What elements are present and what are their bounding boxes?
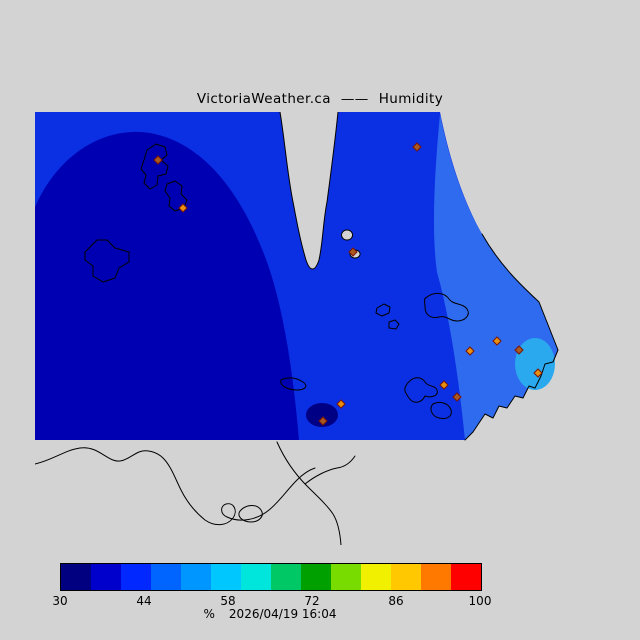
- tick-label: 86: [388, 594, 404, 608]
- coastline-harbour-se-1: [404, 377, 438, 403]
- station-marker-diamond: [452, 392, 462, 402]
- tick-label: 72: [304, 594, 320, 608]
- coastline-spit: [304, 455, 356, 485]
- tick-label: 44: [136, 594, 152, 608]
- site-name: VictoriaWeather.ca: [196, 91, 331, 107]
- colorbar-segment: [361, 564, 391, 590]
- caption: % 2026/04/19 16:04: [60, 607, 480, 621]
- coastline-lake-south: [238, 505, 263, 523]
- station-marker-diamond: [153, 155, 163, 165]
- units-label: %: [203, 607, 215, 621]
- title-dashes: ——: [340, 91, 369, 107]
- station-marker-diamond: [465, 346, 475, 356]
- station-marker-diamond: [178, 203, 188, 213]
- variable-name: Humidity: [378, 91, 444, 107]
- station-marker-diamond: [348, 247, 358, 257]
- coastline-harbour: [424, 292, 469, 322]
- coastline-lake-1: [341, 229, 353, 241]
- colorbar-segment: [91, 564, 121, 590]
- colorbar-segment: [181, 564, 211, 590]
- colorbar-segment: [61, 564, 91, 590]
- colorbar-segment: [301, 564, 331, 590]
- station-marker-diamond: [336, 399, 346, 409]
- colorbar-segment: [331, 564, 361, 590]
- tick-label: 58: [220, 594, 236, 608]
- coastline-south-shore: [35, 447, 316, 526]
- colorbar-segment: [151, 564, 181, 590]
- coastline-inlet: [279, 112, 339, 270]
- station-markers: [153, 142, 543, 426]
- station-marker-diamond: [514, 345, 524, 355]
- colorbar-segment: [271, 564, 301, 590]
- colorbar-segment: [121, 564, 151, 590]
- colorbar-segment: [241, 564, 271, 590]
- tick-label: 100: [468, 594, 492, 608]
- colorbar: [60, 563, 482, 591]
- station-marker-diamond: [439, 380, 449, 390]
- coastline-island-chain: [140, 143, 169, 190]
- colorbar-segments: [61, 564, 481, 590]
- coastline-se-edge: [464, 233, 559, 441]
- colorbar-ticks: 30 44 58 72 86 100: [52, 594, 491, 608]
- coastline-south-right: [276, 441, 342, 545]
- cyan-zone: [515, 338, 555, 390]
- coastline-islet-1: [375, 303, 391, 317]
- station-marker-diamond: [533, 368, 543, 378]
- colorbar-segment: [421, 564, 451, 590]
- station-marker-diamond: [412, 142, 422, 152]
- tick-label: 30: [52, 594, 68, 608]
- colorbar-segment: [391, 564, 421, 590]
- station-marker-diamond: [318, 416, 328, 426]
- page-title: VictoriaWeather.ca —— Humidity: [0, 91, 640, 107]
- colorbar-segment: [211, 564, 241, 590]
- map-svg: [35, 112, 559, 545]
- humidity-map: [35, 112, 605, 545]
- coastline-islet-2: [388, 319, 400, 330]
- timestamp: 2026/04/19 16:04: [228, 607, 337, 621]
- coastline-harbour-se-2: [430, 401, 452, 419]
- station-marker-diamond: [492, 336, 502, 346]
- coastline-island-south: [280, 377, 307, 391]
- dark-core-zone: [306, 403, 338, 427]
- coastline-island-west: [84, 239, 130, 283]
- colorbar-segment: [451, 564, 481, 590]
- navy-zone: [35, 131, 299, 440]
